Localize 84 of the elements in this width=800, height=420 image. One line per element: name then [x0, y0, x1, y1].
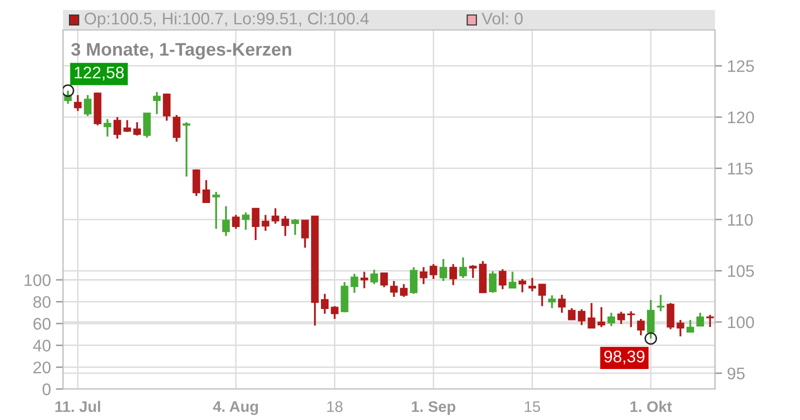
text: Op:100.5, Hi:100.7, Lo:99.51, Cl:100.4 — [84, 12, 369, 28]
candlestick — [488, 270, 497, 294]
candlestick — [104, 118, 112, 138]
annotation: 98,39 — [604, 350, 644, 364]
candlestick — [301, 219, 309, 249]
candlestick — [508, 270, 516, 290]
y2-tick-label: 80 — [33, 296, 51, 308]
y-tick-label: 120 — [728, 111, 754, 124]
candlestick — [440, 258, 448, 282]
candlestick — [153, 91, 161, 115]
candlestick — [469, 264, 477, 279]
candlestick — [380, 272, 388, 288]
candlestick — [133, 121, 141, 136]
candlestick — [162, 92, 171, 122]
candlestick — [272, 207, 280, 225]
candlestick — [538, 283, 546, 308]
candlestick — [568, 307, 576, 321]
candlestick — [143, 112, 151, 138]
y2-tick-label: 40 — [33, 340, 51, 352]
candlestick — [607, 312, 616, 327]
candlestick — [498, 268, 506, 290]
candlestick — [676, 319, 684, 338]
candlestick — [182, 121, 190, 178]
y2-tick-label: 20 — [33, 362, 51, 374]
candlestick — [281, 215, 290, 237]
y-tick-label: 100 — [728, 316, 754, 328]
y-tick-label: 125 — [728, 60, 754, 72]
candlestick — [696, 312, 704, 327]
candlestick — [666, 302, 674, 330]
candlestick — [291, 218, 299, 236]
candlestick — [360, 270, 368, 290]
y2-tick-label: 0 — [42, 383, 51, 396]
x-tick-label: 15 — [524, 401, 540, 412]
y-tick-label: 110 — [728, 214, 753, 226]
y2-tick-label: 100 — [24, 274, 51, 286]
candlestick — [588, 302, 596, 330]
candlestick — [558, 294, 566, 314]
candlestick — [617, 310, 625, 325]
candlestick — [598, 306, 606, 328]
x-tick-label: 18 — [327, 401, 342, 412]
candlestick — [400, 283, 408, 298]
candlestick — [370, 268, 378, 285]
candlestick — [212, 190, 220, 230]
candlestick — [192, 168, 200, 197]
candlestick — [222, 205, 230, 237]
text: Vol: 0 — [482, 12, 523, 24]
annotation: 122,58 — [74, 66, 124, 80]
candlestick — [637, 318, 645, 336]
candlestick — [114, 116, 122, 140]
candlestick — [390, 280, 398, 298]
candlestick — [74, 94, 82, 112]
candlestick — [84, 94, 92, 117]
candlestick — [706, 314, 714, 328]
candlestick — [430, 263, 438, 280]
candlestick — [330, 305, 338, 320]
y-tick-label: 105 — [728, 265, 754, 277]
candlestick — [686, 319, 694, 334]
candlestick — [350, 272, 358, 294]
candlestick — [528, 277, 536, 292]
candlestick — [627, 310, 635, 328]
candlestick — [252, 207, 260, 241]
x-tick-label: 11. Jul — [55, 400, 100, 412]
candlestick — [578, 308, 586, 326]
x-tick-label: 1. Okt — [630, 400, 672, 412]
candlestick — [459, 256, 467, 279]
candlestick — [123, 119, 132, 133]
candlestick — [262, 214, 270, 232]
y-tick-label: 95 — [728, 368, 745, 380]
candlestick — [320, 292, 329, 315]
candlestick — [449, 263, 458, 286]
candlestick — [656, 294, 664, 312]
candlestick — [202, 179, 210, 204]
candlestick — [172, 114, 180, 143]
y2-tick-label: 60 — [34, 318, 51, 330]
candlestick — [410, 266, 418, 295]
candlestick — [420, 266, 428, 285]
candlestick — [242, 211, 250, 231]
x-tick-label: 1. Sep — [412, 401, 456, 416]
candlestick — [232, 214, 240, 230]
y-tick-label: 115 — [728, 162, 753, 175]
text: 3 Monate, 1-Tages-Kerzen — [71, 42, 292, 60]
candlestick — [518, 278, 526, 294]
x-tick-label: 4. Aug — [213, 401, 258, 416]
candlestick — [548, 294, 556, 310]
